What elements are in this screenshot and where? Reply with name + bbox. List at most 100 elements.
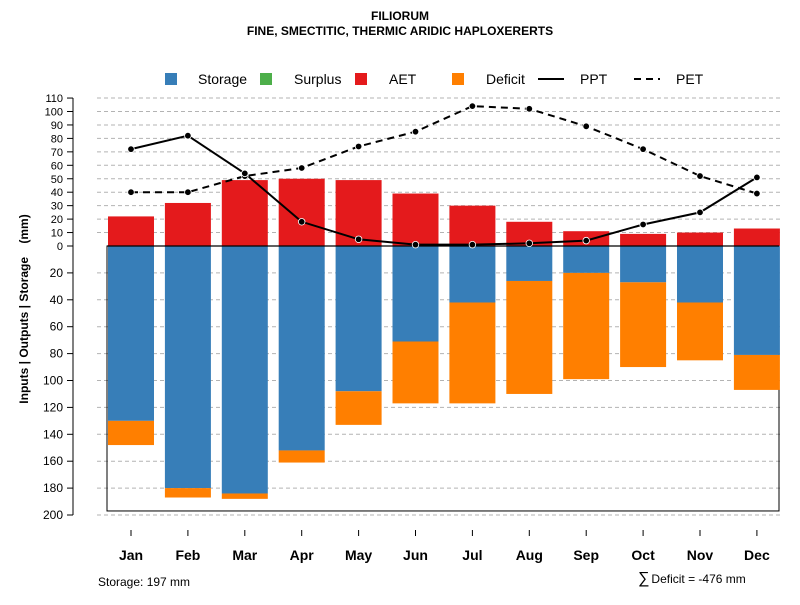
ppt-point-may xyxy=(354,235,363,243)
legend-label-pet: PET xyxy=(676,71,704,87)
ppt-point-jan xyxy=(127,145,135,153)
x-tick-label-apr: Apr xyxy=(290,547,315,563)
deficit-bar-jun xyxy=(392,341,439,404)
aet-bar-mar xyxy=(221,180,268,246)
y-axis-label: Inputs | Outputs | Storage (mm) xyxy=(17,214,31,403)
sigma-symbol: ∑ xyxy=(638,570,650,587)
pet-line xyxy=(131,105,758,195)
deficit-bar-apr xyxy=(278,450,325,463)
y-tick-label-bottom-200: 200 xyxy=(43,508,63,522)
storage-bar-sep xyxy=(563,246,610,273)
y-tick-label-bottom-160: 160 xyxy=(43,454,63,468)
pet-point-sep xyxy=(582,122,590,130)
y-tick-label-bottom-60: 60 xyxy=(50,320,64,334)
deficit-bar-jan xyxy=(108,420,154,446)
aet-bar-nov xyxy=(677,232,723,246)
deficit-bar-nov xyxy=(677,302,723,361)
storage-bar-feb xyxy=(164,246,211,489)
y-tick-label-top-80: 80 xyxy=(51,133,63,145)
y-tick-label-top-110: 110 xyxy=(45,93,63,105)
x-tick-label-jun: Jun xyxy=(403,547,428,563)
ppt-point-sep xyxy=(582,236,590,245)
y-tick-label-top-90: 90 xyxy=(51,120,63,132)
pet-point-oct xyxy=(639,145,647,153)
legend-swatch-storage xyxy=(165,73,177,85)
x-tick-label-feb: Feb xyxy=(175,547,200,563)
x-tick-label-oct: Oct xyxy=(631,547,655,563)
storage-bar-dec xyxy=(733,246,780,355)
deficit-bar-aug xyxy=(506,280,553,394)
y-tick-label-bottom-20: 20 xyxy=(50,266,64,280)
y-tick-label-top-20: 20 xyxy=(51,214,63,226)
deficit-bar-sep xyxy=(563,272,610,380)
deficit-bar-mar xyxy=(221,493,268,499)
legend-swatch-aet xyxy=(355,73,367,85)
storage-note: Storage: 197 mm xyxy=(98,575,191,589)
aet-bar-dec xyxy=(733,228,780,246)
aet-bar-jan xyxy=(108,216,154,246)
y-tick-label-bottom-120: 120 xyxy=(43,400,63,414)
pet-point-dec xyxy=(753,189,761,198)
ppt-point-dec xyxy=(753,173,761,182)
deficit-bar-feb xyxy=(164,488,211,498)
y-tick-label-top-60: 60 xyxy=(51,160,63,172)
ppt-point-nov xyxy=(696,208,704,217)
x-tick-label-mar: Mar xyxy=(232,547,257,563)
ppt-point-oct xyxy=(639,220,647,229)
pet-point-nov xyxy=(696,172,704,180)
x-tick-label-sep: Sep xyxy=(573,547,599,563)
legend-swatch-surplus xyxy=(260,73,272,85)
storage-bar-jun xyxy=(392,246,439,342)
legend-label-deficit: Deficit xyxy=(486,71,525,87)
aet-bar-jun xyxy=(392,193,439,246)
storage-bar-jul xyxy=(449,246,496,303)
y-tick-label-top-70: 70 xyxy=(51,147,63,159)
legend-label-ppt: PPT xyxy=(580,71,608,87)
ppt-point-apr xyxy=(298,218,306,226)
deficit-note: ∑ Deficit = -476 mm xyxy=(638,570,746,588)
y-tick-label-top-30: 30 xyxy=(51,201,63,213)
y-tick-label-bottom-40: 40 xyxy=(50,293,64,307)
y-tick-label-top-100: 100 xyxy=(45,107,63,119)
pet-point-jan xyxy=(127,188,135,196)
storage-bar-mar xyxy=(221,246,268,494)
y-tick-label-bottom-180: 180 xyxy=(43,481,63,495)
pet-point-jul xyxy=(468,102,477,110)
x-tick-label-may: May xyxy=(345,547,372,563)
deficit-bar-dec xyxy=(733,354,780,390)
pet-point-aug xyxy=(525,105,533,113)
pet-point-may xyxy=(354,142,363,151)
legend-swatch-deficit xyxy=(452,73,464,85)
storage-bar-nov xyxy=(677,246,723,303)
deficit-bar-jul xyxy=(449,302,496,404)
ppt-point-aug xyxy=(525,239,533,248)
ppt-line xyxy=(130,134,758,246)
legend-label-surplus: Surplus xyxy=(294,71,341,87)
y-tick-label-bottom-140: 140 xyxy=(43,427,63,441)
chart-title: FILIORUM xyxy=(371,9,429,23)
aet-bar-oct xyxy=(620,233,667,246)
y-tick-label-bottom-100: 100 xyxy=(43,374,63,388)
pet-point-apr xyxy=(298,164,306,172)
aet-bar-jul xyxy=(449,205,496,246)
pet-point-jun xyxy=(411,127,420,136)
storage-bar-may xyxy=(335,246,382,392)
y-tick-label-top-40: 40 xyxy=(51,187,63,199)
y-tick-label-top-50: 50 xyxy=(51,174,63,186)
chart-subtitle: FINE, SMECTITIC, THERMIC ARIDIC HAPLOXER… xyxy=(246,24,554,38)
x-tick-label-nov: Nov xyxy=(687,547,714,563)
pet-point-feb xyxy=(184,188,192,196)
y-tick-label-bottom-80: 80 xyxy=(50,347,64,361)
legend-label-storage: Storage xyxy=(198,71,247,87)
ppt-point-mar xyxy=(241,169,249,178)
deficit-note-text: Deficit = -476 mm xyxy=(651,572,746,586)
ppt-point-feb xyxy=(184,132,192,140)
legend-label-aet: AET xyxy=(389,71,417,87)
x-tick-label-aug: Aug xyxy=(516,547,543,563)
ppt-point-jul xyxy=(468,240,477,249)
storage-bar-apr xyxy=(278,246,325,451)
y-tick-label-top-0: 0 xyxy=(57,241,63,253)
storage-bar-oct xyxy=(620,246,667,283)
